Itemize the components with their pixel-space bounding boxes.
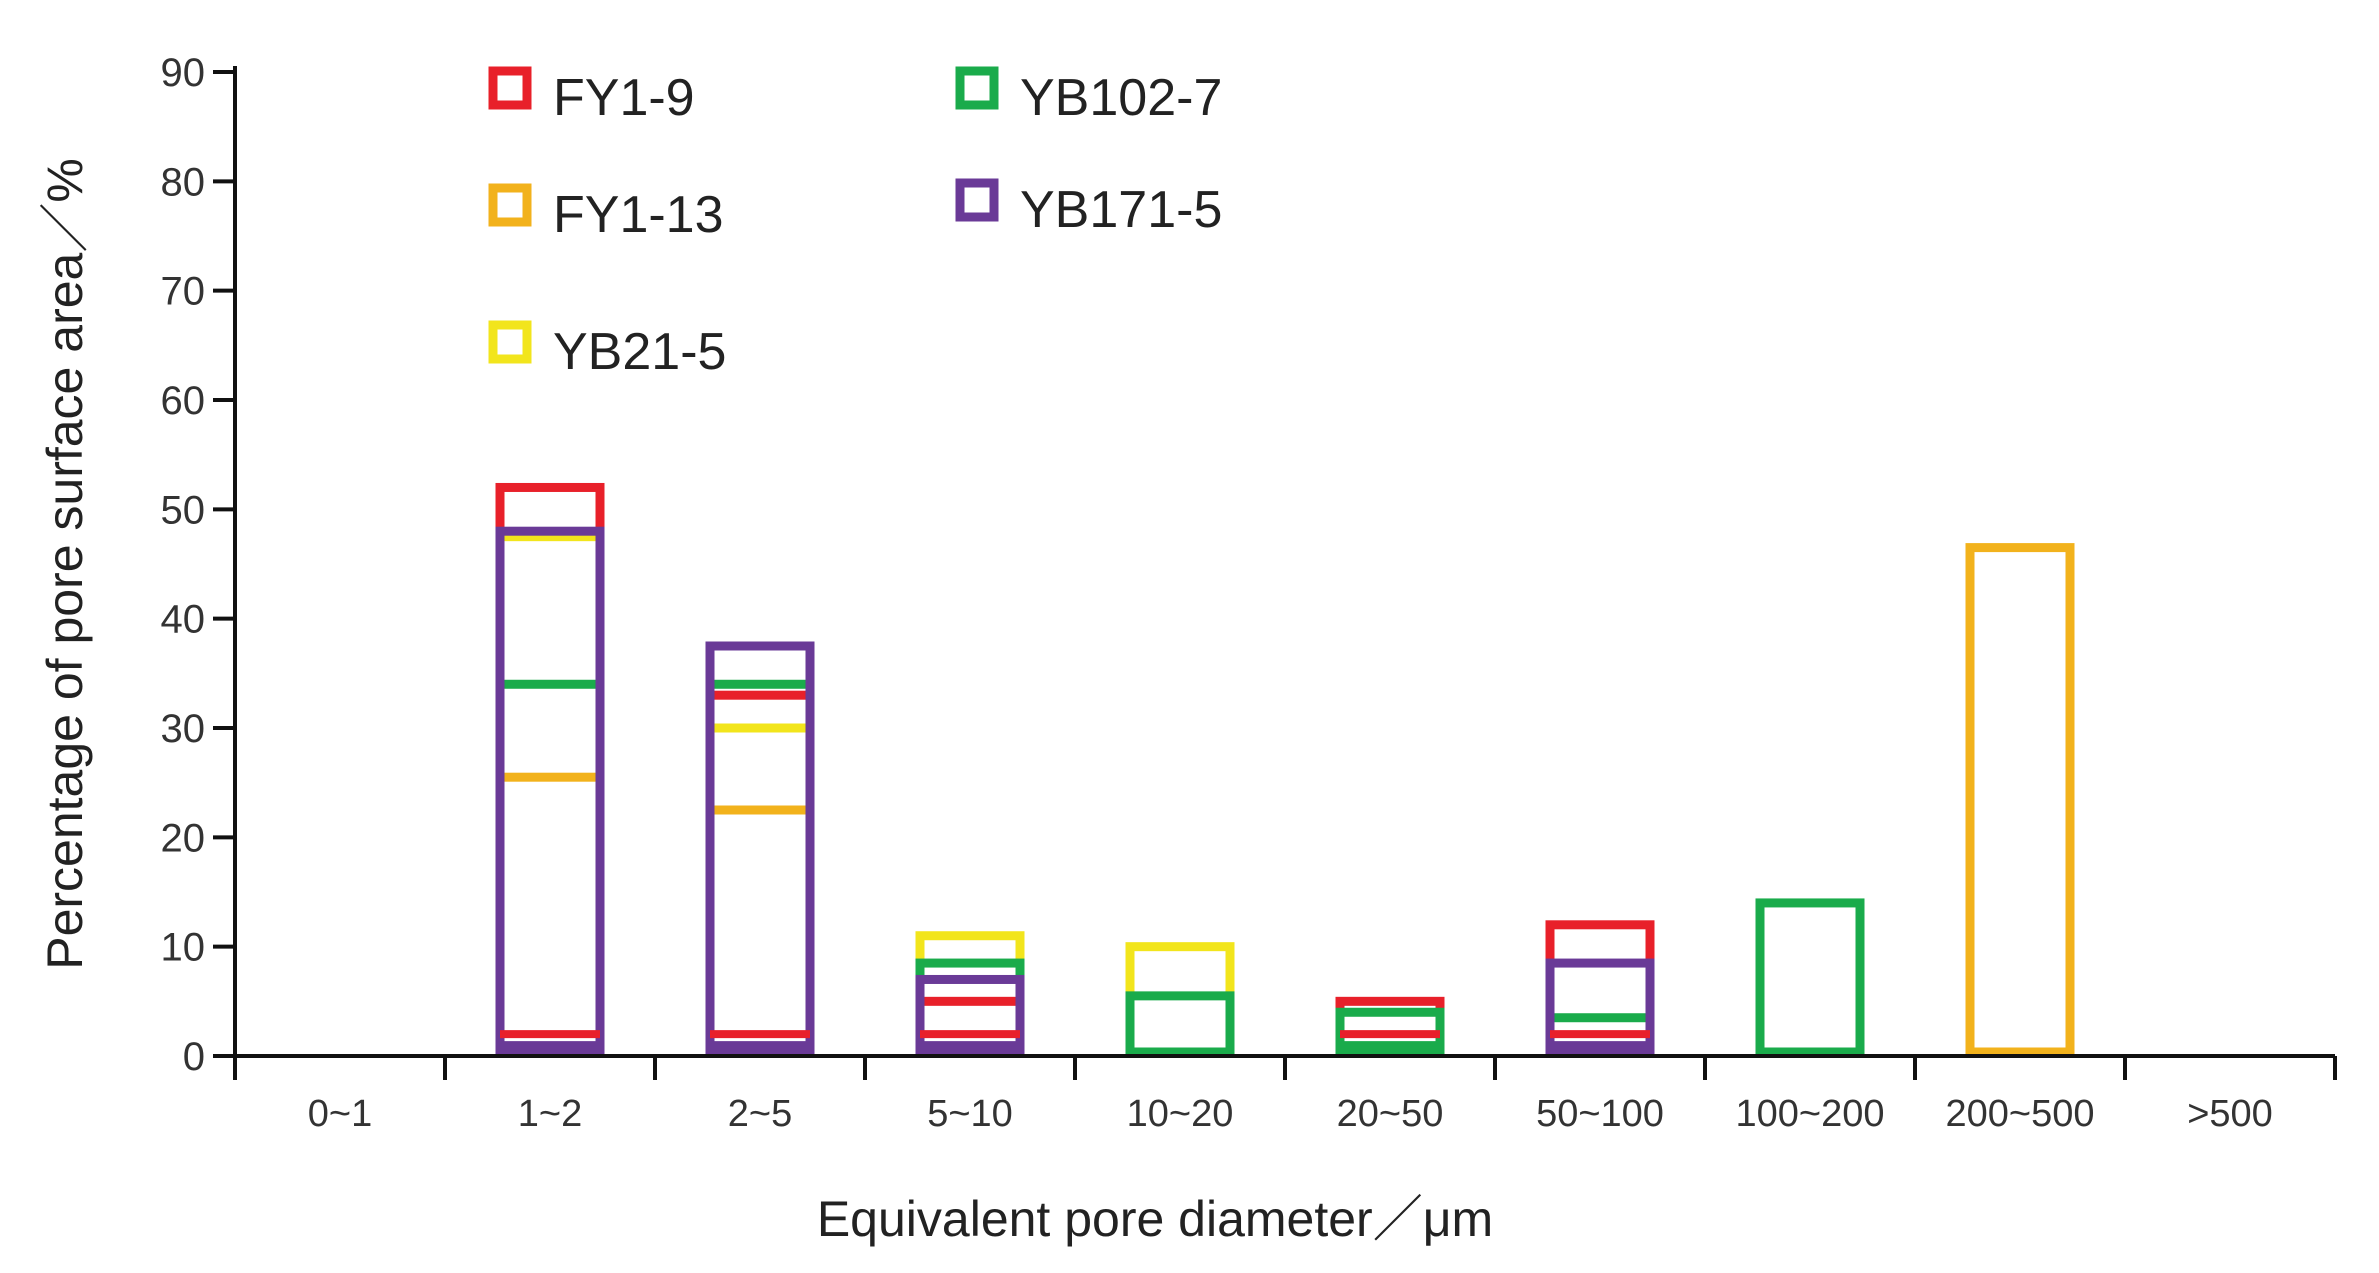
legend-swatch-fy1-13 — [488, 183, 532, 227]
bar-yb102-7-7 — [1755, 898, 1865, 1057]
y-tick-label-8: 80 — [161, 160, 206, 204]
y-tick-label-9: 90 — [161, 51, 206, 95]
x-category-label-6: 50~100 — [1536, 1093, 1664, 1135]
x-category-label-4: 10~20 — [1127, 1093, 1234, 1135]
bar-fy1-9-1 — [495, 482, 605, 1057]
legend-label-fy1-13: FY1-13 — [553, 186, 724, 244]
legend-swatch-yb21-5 — [488, 320, 532, 364]
bar-fy1-13-1 — [495, 772, 605, 1057]
bar-fy1-13-8 — [1965, 543, 2075, 1057]
y-tick-label-7: 70 — [161, 270, 206, 314]
y-tick-label-2: 20 — [161, 816, 206, 860]
bar-yb171-5-2 — [705, 641, 815, 1057]
legend-swatch-yb102-7 — [955, 66, 999, 110]
x-category-label-3: 5~10 — [927, 1093, 1013, 1135]
y-tick-label-6: 60 — [161, 379, 206, 423]
x-category-label-2: 2~5 — [728, 1093, 792, 1135]
x-category-label-8: 200~500 — [1946, 1093, 2095, 1135]
bar-yb21-5-1 — [495, 532, 605, 1057]
y-tick-label-3: 30 — [161, 707, 206, 751]
x-category-label-0: 0~1 — [308, 1093, 372, 1135]
y-tick-label-5: 50 — [161, 488, 206, 532]
x-axis-title: Equivalent pore diameter／μm — [817, 1191, 1493, 1247]
bar-yb102-7-1 — [495, 679, 605, 1057]
y-tick-label-0: 0 — [183, 1035, 205, 1079]
legend-swatch-fy1-9 — [488, 66, 532, 110]
bar-yb102-7-2 — [705, 679, 815, 1057]
bar-yb102-7-4 — [1125, 991, 1235, 1057]
legend-label-fy1-9: FY1-9 — [553, 69, 695, 127]
legend-label-yb102-7: YB102-7 — [1020, 69, 1222, 127]
bar-yb171-5-1 — [495, 526, 605, 1057]
y-tick-label-4: 40 — [161, 598, 206, 642]
bar-yb171-5-3 — [915, 974, 1025, 1057]
legend: FY1-9 FY1-13 YB21-5 YB102-7 YB171-5 — [488, 66, 1222, 381]
bar-yb21-5-2 — [705, 723, 815, 1057]
x-category-label-1: 1~2 — [518, 1093, 582, 1135]
axes: 0 10 20 30 40 50 60 70 80 90 0~1 1~2 2~5 5~10 10~20 20~… — [161, 51, 2337, 1135]
bar-fy1-13-2 — [705, 805, 815, 1057]
legend-label-yb171-5: YB171-5 — [1020, 181, 1222, 239]
y-axis-title: Percentage of pore surface area／% — [37, 158, 93, 970]
x-category-label-9: >500 — [2187, 1093, 2273, 1135]
x-category-label-7: 100~200 — [1736, 1093, 1885, 1135]
plot-area — [495, 482, 2075, 1057]
bar-fy1-9-2 — [705, 690, 815, 1057]
legend-label-yb21-5: YB21-5 — [553, 323, 726, 381]
x-category-label-5: 20~50 — [1337, 1093, 1444, 1135]
legend-swatch-yb171-5 — [955, 178, 999, 222]
bar-yb171-5-6 — [1545, 958, 1655, 1057]
y-tick-label-1: 10 — [161, 926, 206, 970]
